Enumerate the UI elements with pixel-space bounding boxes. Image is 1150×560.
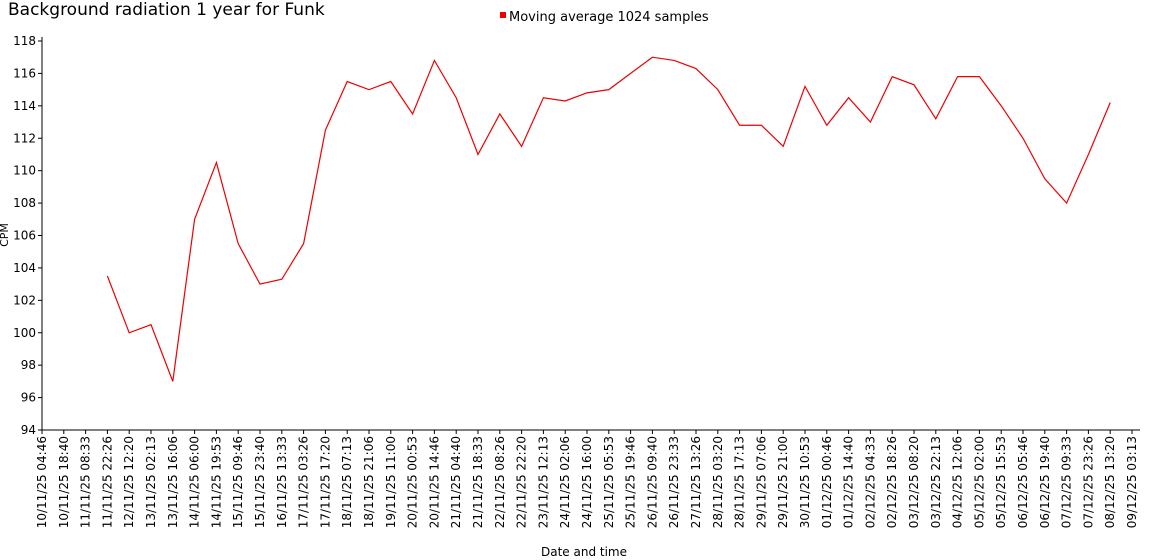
x-tick-label: 20/11/25 00:53 bbox=[406, 436, 420, 528]
x-tick-label: 03/12/25 22:13 bbox=[929, 436, 943, 528]
line bbox=[106, 56, 1111, 382]
x-tick-label: 01/12/25 00:46 bbox=[820, 436, 834, 528]
x-tick-label: 01/12/25 14:40 bbox=[842, 436, 856, 528]
x-tick-label: 30/11/25 10:53 bbox=[798, 436, 812, 528]
x-tick-label: 02/12/25 04:33 bbox=[863, 436, 877, 528]
x-tick-label: 25/11/25 05:53 bbox=[602, 436, 616, 528]
x-tick-label: 29/11/25 07:06 bbox=[754, 436, 768, 528]
y-tick-label: 100 bbox=[13, 326, 36, 340]
x-tick-label: 17/11/25 17:20 bbox=[318, 436, 332, 528]
x-tick-label: 25/11/25 19:46 bbox=[624, 436, 638, 528]
x-tick-label: 24/11/25 02:06 bbox=[558, 436, 572, 528]
x-tick-label: 14/11/25 06:00 bbox=[188, 436, 202, 528]
x-tick-label: 26/11/25 09:40 bbox=[645, 436, 659, 528]
x-tick-label: 13/11/25 16:06 bbox=[166, 436, 180, 528]
x-tick-label: 15/11/25 09:46 bbox=[231, 436, 245, 528]
x-tick-label: 18/11/25 07:13 bbox=[340, 436, 354, 528]
x-tick-label: 02/12/25 18:26 bbox=[885, 436, 899, 528]
x-tick-label: 17/11/25 03:26 bbox=[297, 436, 311, 528]
y-tick-label: 116 bbox=[13, 66, 36, 80]
y-tick-label: 118 bbox=[13, 34, 36, 48]
y-tick-label: 108 bbox=[13, 196, 36, 210]
x-axis-label: Date and time bbox=[541, 545, 627, 559]
chart-title: Background radiation 1 year for Funk bbox=[8, 0, 325, 20]
x-tick-label: 22/11/25 08:26 bbox=[493, 436, 507, 528]
x-tick-label: 21/11/25 04:40 bbox=[449, 436, 463, 528]
x-tick-label: 15/11/25 23:40 bbox=[253, 436, 267, 528]
x-tick-label: 20/11/25 14:46 bbox=[427, 436, 441, 528]
x-tick-label: 10/11/25 18:40 bbox=[57, 436, 71, 528]
x-tick-label: 14/11/25 19:53 bbox=[209, 436, 223, 528]
y-tick-label: 98 bbox=[21, 358, 36, 372]
legend-label: Moving average 1024 samples bbox=[509, 10, 709, 25]
x-tick-label: 07/12/25 23:26 bbox=[1081, 436, 1095, 528]
y-tick-label: 94 bbox=[21, 423, 36, 437]
x-tick-label: 24/11/25 16:00 bbox=[580, 436, 594, 528]
x-tick-label: 12/11/25 12:20 bbox=[122, 436, 136, 528]
x-tick-label: 22/11/25 22:20 bbox=[515, 436, 529, 528]
x-tick-label: 28/11/25 17:13 bbox=[733, 436, 747, 528]
x-tick-label: 26/11/25 23:33 bbox=[667, 436, 681, 528]
legend-swatch bbox=[500, 12, 506, 18]
x-tick-label: 11/11/25 22:26 bbox=[100, 436, 114, 528]
x-tick-label: 04/12/25 12:06 bbox=[951, 436, 965, 528]
y-tick-label: 112 bbox=[13, 131, 36, 145]
y-tick-label: 96 bbox=[21, 391, 36, 405]
x-tick-label: 08/12/25 13:20 bbox=[1103, 436, 1117, 528]
x-tick-label: 21/11/25 18:33 bbox=[471, 436, 485, 528]
x-tick-label: 03/12/25 08:20 bbox=[907, 436, 921, 528]
x-tick-label: 11/11/25 08:33 bbox=[79, 436, 93, 528]
y-tick-label: 114 bbox=[13, 99, 36, 113]
x-tick-label: 06/12/25 05:46 bbox=[1016, 436, 1030, 528]
x-tick-label: 29/11/25 21:00 bbox=[776, 436, 790, 528]
x-tick-label: 28/11/25 03:20 bbox=[711, 436, 725, 528]
x-tick-label: 19/11/25 11:00 bbox=[384, 436, 398, 528]
x-tick-label: 05/12/25 02:00 bbox=[972, 436, 986, 528]
x-tick-label: 10/11/25 04:46 bbox=[35, 436, 49, 528]
x-tick-label: 13/11/25 02:13 bbox=[144, 436, 158, 528]
y-tick-label: 102 bbox=[13, 293, 36, 307]
x-tick-label: 09/12/25 03:13 bbox=[1125, 436, 1139, 528]
x-tick-label: 07/12/25 09:33 bbox=[1060, 436, 1074, 528]
y-axis-label: CPM bbox=[0, 223, 11, 247]
x-tick-label: 23/11/25 12:13 bbox=[536, 436, 550, 528]
y-tick-label: 110 bbox=[13, 164, 36, 178]
x-tick-label: 06/12/25 19:40 bbox=[1038, 436, 1052, 528]
x-tick-label: 27/11/25 13:26 bbox=[689, 436, 703, 528]
y-tick-label: 106 bbox=[13, 229, 36, 243]
x-tick-label: 05/12/25 15:53 bbox=[994, 436, 1008, 528]
x-tick-label: 18/11/25 21:06 bbox=[362, 436, 376, 528]
y-tick-label: 104 bbox=[13, 261, 36, 275]
x-tick-label: 16/11/25 13:33 bbox=[275, 436, 289, 528]
